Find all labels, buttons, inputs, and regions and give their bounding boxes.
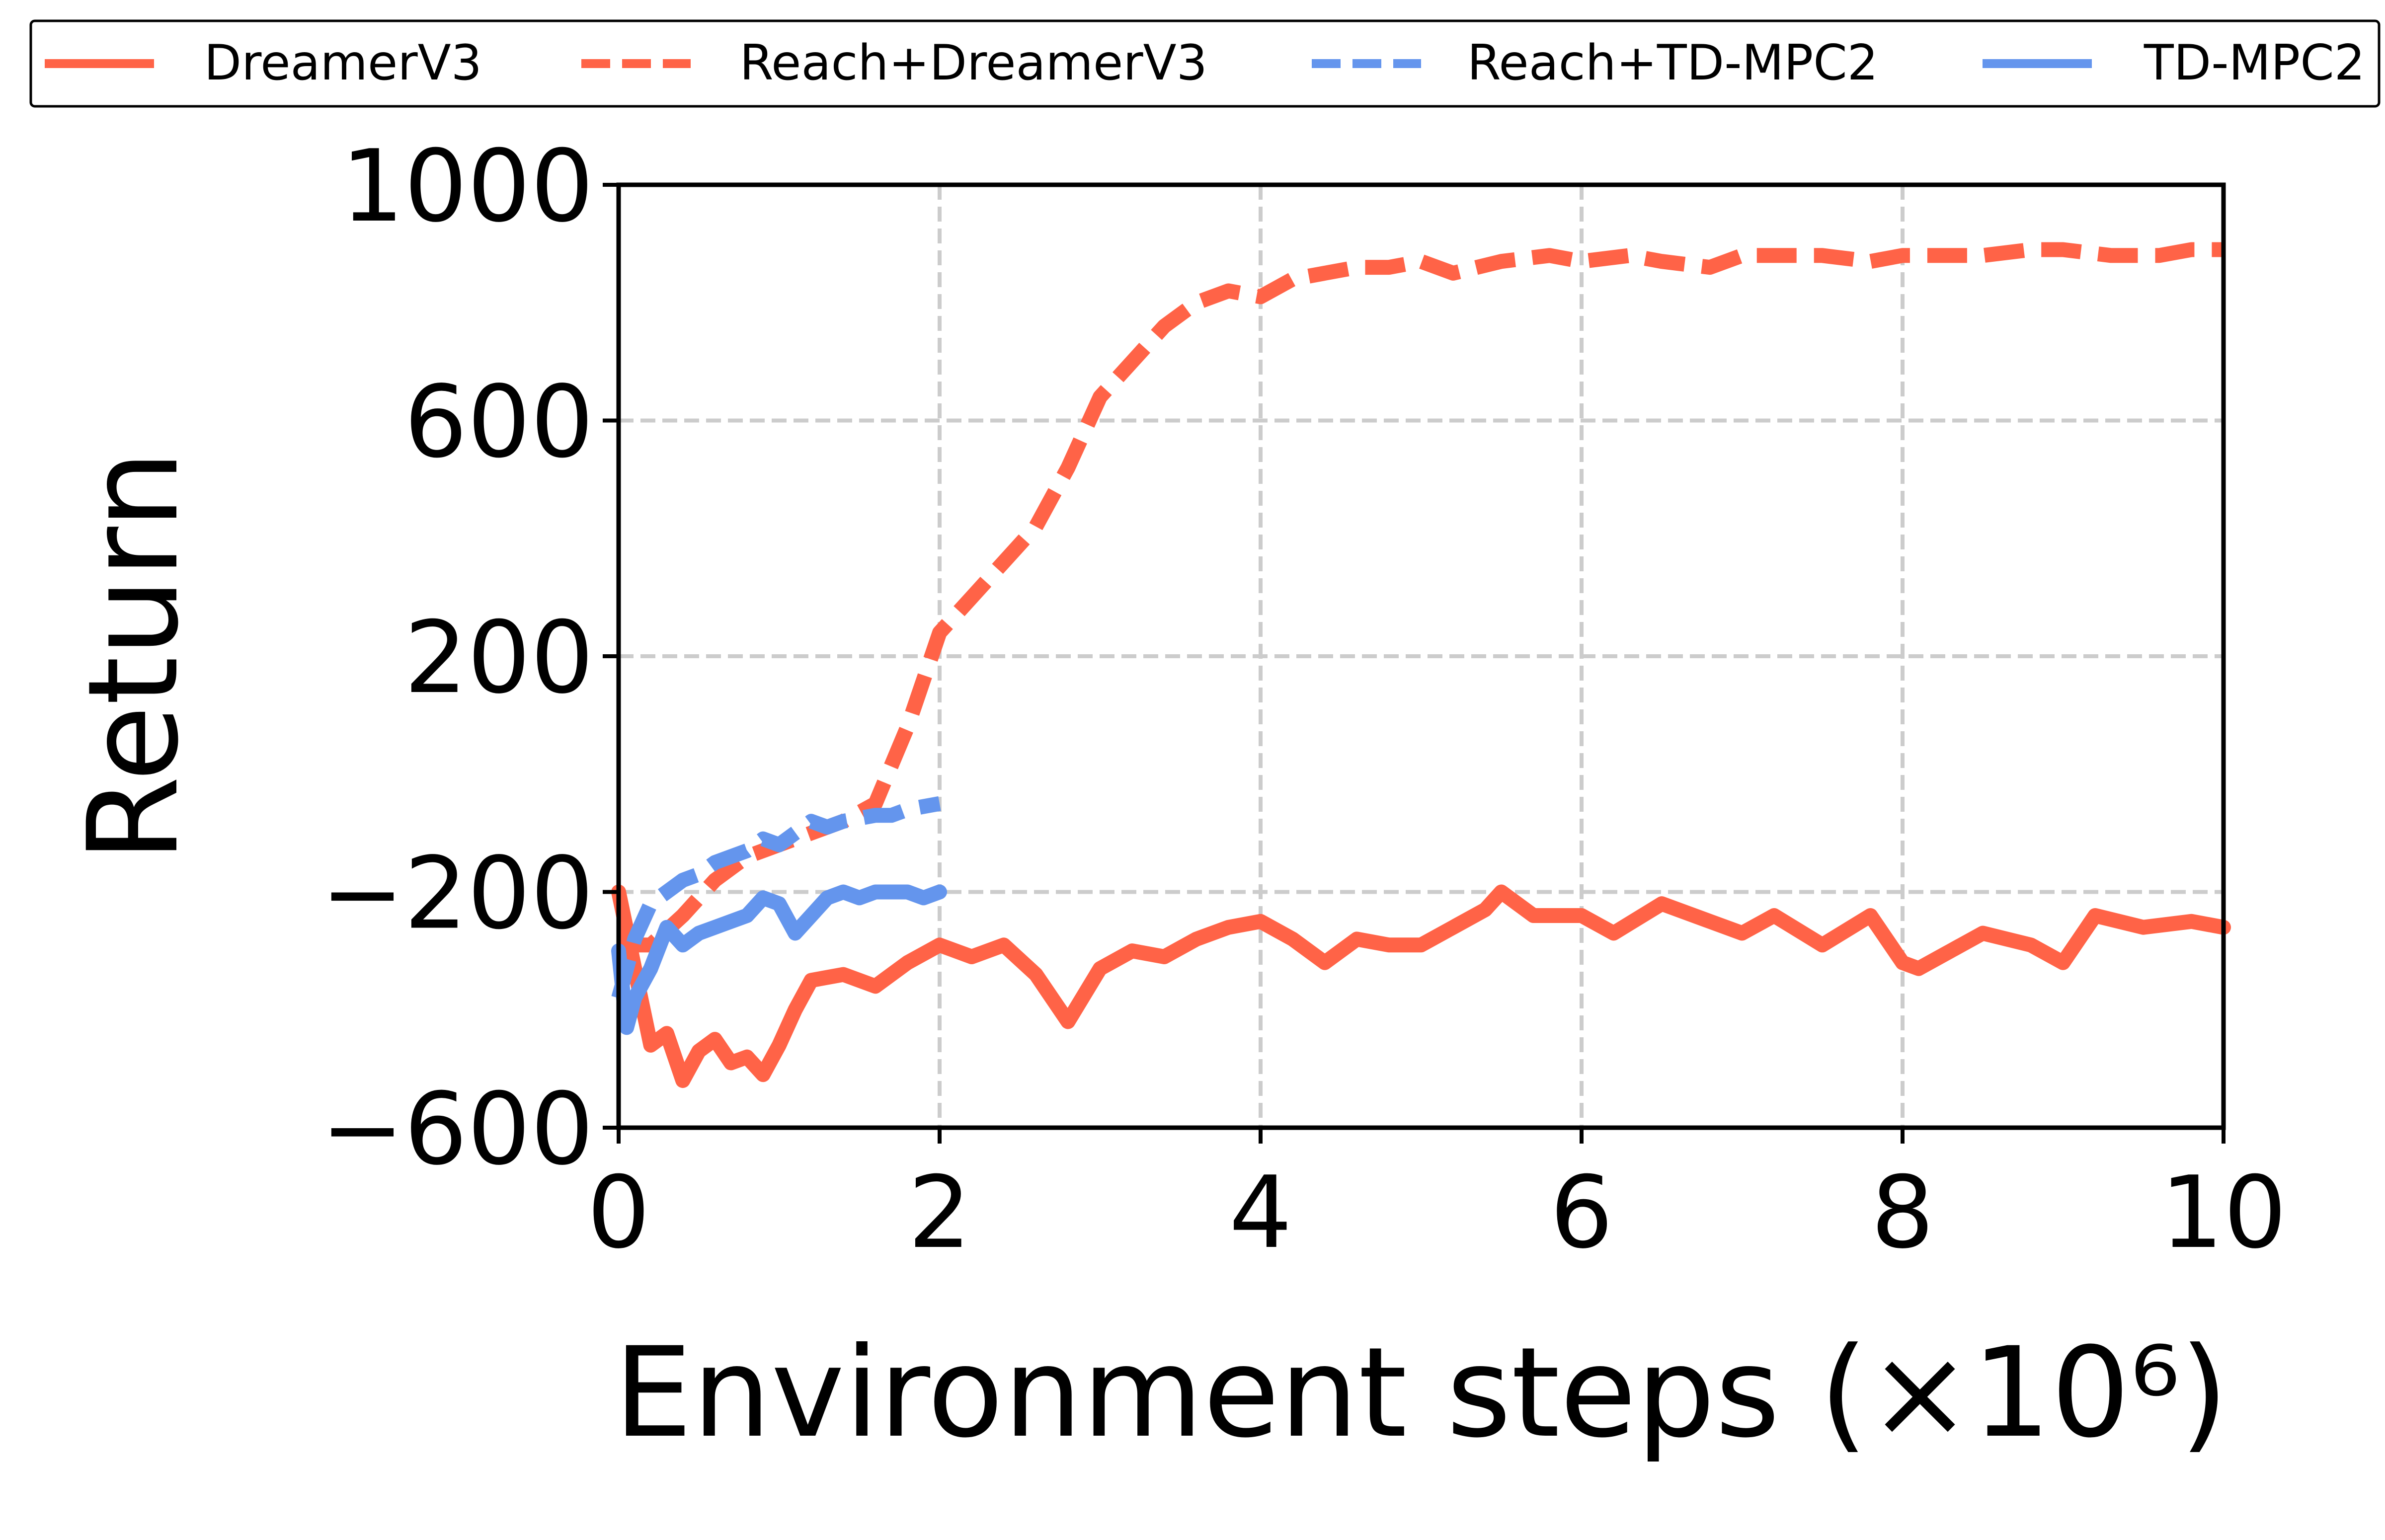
x-axis: 0 2 4 6 8 10	[587, 1128, 2287, 1271]
series-line-td-mpc2	[611, 884, 947, 1035]
y-axis: −600 −200 200 600 1000	[321, 129, 619, 1187]
x-tick-label-2: 4	[1229, 1155, 1292, 1271]
y-tick-label-4: 1000	[341, 129, 594, 244]
y-tick-label-3: 600	[404, 365, 594, 480]
x-tick-label-3: 6	[1550, 1155, 1613, 1271]
y-tick-label-2: 200	[404, 600, 594, 716]
y-tick-label-0: −600	[321, 1072, 594, 1187]
y-tick-label-1: −200	[321, 836, 594, 952]
legend-label-reach-td-mpc2: Reach+TD-MPC2	[1467, 35, 1878, 91]
series-line-reach-td-mpc2	[611, 796, 941, 1000]
legend-label-reach-dreamerv3: Reach+DreamerV3	[739, 35, 1207, 91]
legend-label-td-mpc2: TD-MPC2	[2144, 35, 2365, 91]
series-line-reach-dreamerv3	[619, 242, 2224, 953]
legend-label-dreamerv3: DreamerV3	[204, 35, 482, 91]
y-axis-label: Return	[61, 450, 206, 862]
legend: DreamerV3 Reach+DreamerV3 Reach+TD-MPC2 TD-…	[29, 19, 2381, 108]
legend-frame	[29, 19, 2381, 108]
x-axis-label: Environment steps (×10⁶)	[614, 1320, 2228, 1465]
x-tick-label-1: 2	[908, 1155, 971, 1271]
x-tick-label-4: 8	[1871, 1155, 1934, 1271]
series-layer	[611, 242, 2231, 1088]
series-line-dreamerv3	[611, 884, 2231, 1088]
plot-area: 0 2 4 6 8 10 −600 −200 200 600 1000	[321, 129, 2287, 1271]
x-tick-label-0: 0	[587, 1155, 650, 1271]
x-tick-label-5: 10	[2160, 1155, 2287, 1271]
legend-entries: DreamerV3 Reach+DreamerV3 Reach+TD-MPC2 TD-…	[45, 35, 2365, 91]
